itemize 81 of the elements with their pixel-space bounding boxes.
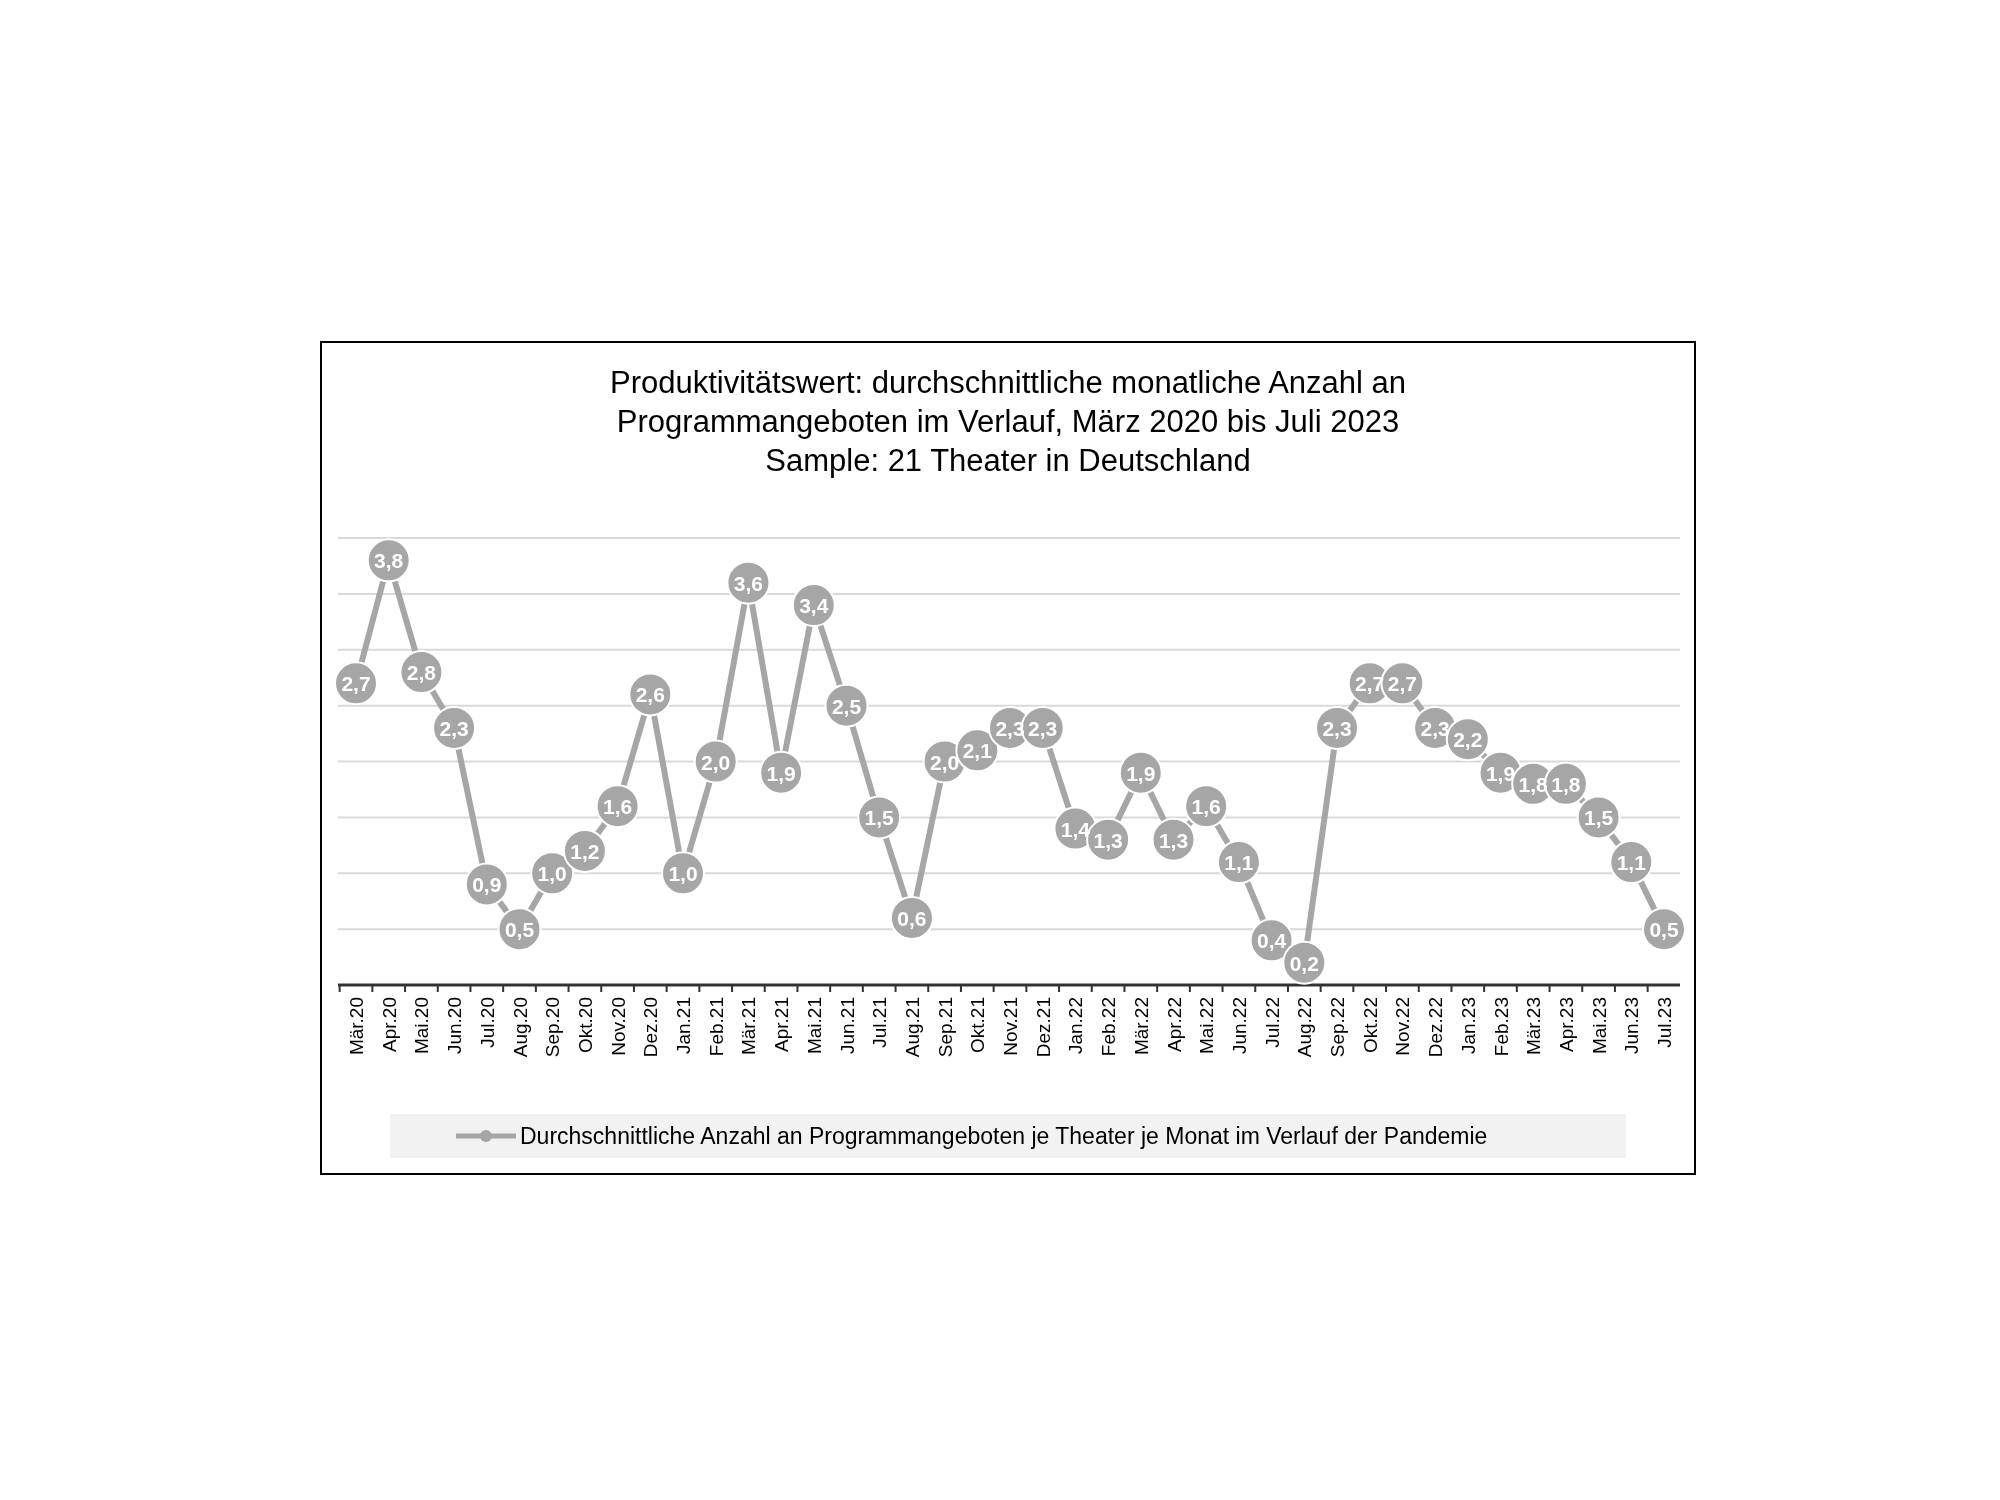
data-label: 3,6 [733,571,763,595]
x-tick-label: Aug.21 [901,997,923,1058]
data-label: 3,8 [374,549,404,573]
data-label: 3,4 [799,594,829,618]
data-label: 1,8 [1551,772,1581,796]
data-label: 1,4 [1060,817,1091,841]
data-label: 1,6 [603,795,633,819]
x-tick-label: Dez.21 [1032,997,1054,1058]
x-tick-label: Apr.22 [1163,997,1185,1052]
data-label: 2,0 [701,750,731,774]
x-tick-label: Okt.22 [1359,997,1381,1053]
data-label: 1,0 [537,862,567,886]
data-label: 2,7 [341,672,371,696]
data-label: 1,5 [864,806,895,830]
x-tick-label: Nov.20 [607,997,629,1056]
x-tick-label: Jul.23 [1654,997,1675,1048]
x-tick-label: Sep.22 [1327,997,1348,1058]
x-tick-label: Jul.20 [476,997,498,1048]
x-tick-label: Okt.21 [967,997,989,1053]
x-tick-label: Jul.21 [869,997,891,1048]
data-label: 0,5 [504,918,535,942]
x-tick-label: Aug.22 [1294,997,1316,1058]
x-tick-label: Apr.21 [771,997,793,1052]
x-tick-label: Mär.23 [1523,997,1545,1056]
data-label: 0,2 [1289,951,1319,975]
x-tick-label: Aug.20 [509,997,531,1058]
legend-label: Durchschnittliche Anzahl an Programmangeboten je Theater je Monat im Verlauf der Pandemie [520,1123,1488,1149]
data-label: 2,6 [635,683,665,707]
data-label: 2,3 [439,716,469,740]
x-tick-label: Apr.23 [1555,997,1577,1052]
data-label: 2,3 [1420,716,1450,740]
data-label: 1,1 [1616,851,1647,875]
data-label: 2,1 [962,739,993,763]
x-tick-label: Jan.23 [1457,997,1479,1055]
data-label: 1,3 [1158,828,1189,852]
x-tick-label: Jul.22 [1261,997,1283,1048]
x-tick-label: Feb.22 [1098,997,1120,1057]
data-label: 1,9 [1485,761,1516,785]
x-tick-label: Jan.22 [1065,997,1087,1055]
data-label: 1,9 [1126,761,1156,785]
x-tick-label: Feb.21 [705,997,727,1057]
x-tick-label: Nov.22 [1392,997,1414,1056]
x-tick-label: Mai.20 [411,997,433,1055]
x-tick-label: Dez.22 [1425,997,1447,1058]
data-label: 0,6 [897,906,927,930]
data-label: 2,8 [406,661,437,685]
data-label: 1,6 [1191,795,1221,819]
data-label: 0,9 [472,873,502,897]
x-tick-label: Mär.20 [346,997,367,1056]
chart-title: Produktivitätswert: durchschnittliche monatliche Anzahl an Programmangeboten im Verlauf, März 2020 bis Juli 2023 Sample: 21 Theater in Deutschland [609,365,1407,478]
x-tick-label: Sep.20 [542,997,564,1058]
data-label: 1,5 [1584,806,1614,830]
x-tick-label: Sep.21 [934,997,956,1058]
x-tick-label: Mär.21 [738,997,760,1056]
x-tick-label: Mär.22 [1130,997,1152,1056]
x-tick-label: Dez.20 [640,997,662,1058]
x-tick-label: Mai.21 [803,997,825,1055]
x-tick-label: Nov.21 [1000,997,1021,1056]
data-label: 2,3 [1028,716,1058,740]
x-tick-label: Jun.23 [1621,997,1643,1055]
data-label: 0,5 [1649,918,1679,942]
x-tick-label: Mai.23 [1588,997,1610,1055]
data-label: 1,0 [668,862,698,886]
data-label: 1,1 [1224,851,1254,875]
x-tick-label: Feb.23 [1490,997,1512,1057]
data-label: 2,0 [930,750,960,774]
x-tick-label: Okt.20 [574,997,596,1053]
data-label: 2,2 [1453,728,1483,752]
x-tick-label: Jun.22 [1228,997,1250,1055]
x-tick-label: Jun.20 [444,997,466,1055]
x-tick-label: Jan.21 [673,997,694,1055]
data-label: 1,9 [766,761,796,785]
data-label: 1,2 [570,839,600,863]
x-tick-label: Jun.21 [836,997,858,1055]
data-label: 1,3 [1093,828,1123,852]
data-label: 0,4 [1257,929,1287,953]
data-label: 2,7 [1387,672,1417,696]
x-tick-label: Mai.22 [1196,997,1218,1055]
x-tick-label: Apr.20 [378,997,400,1052]
data-label: 2,5 [831,694,862,718]
data-label: 2,3 [1322,716,1352,740]
